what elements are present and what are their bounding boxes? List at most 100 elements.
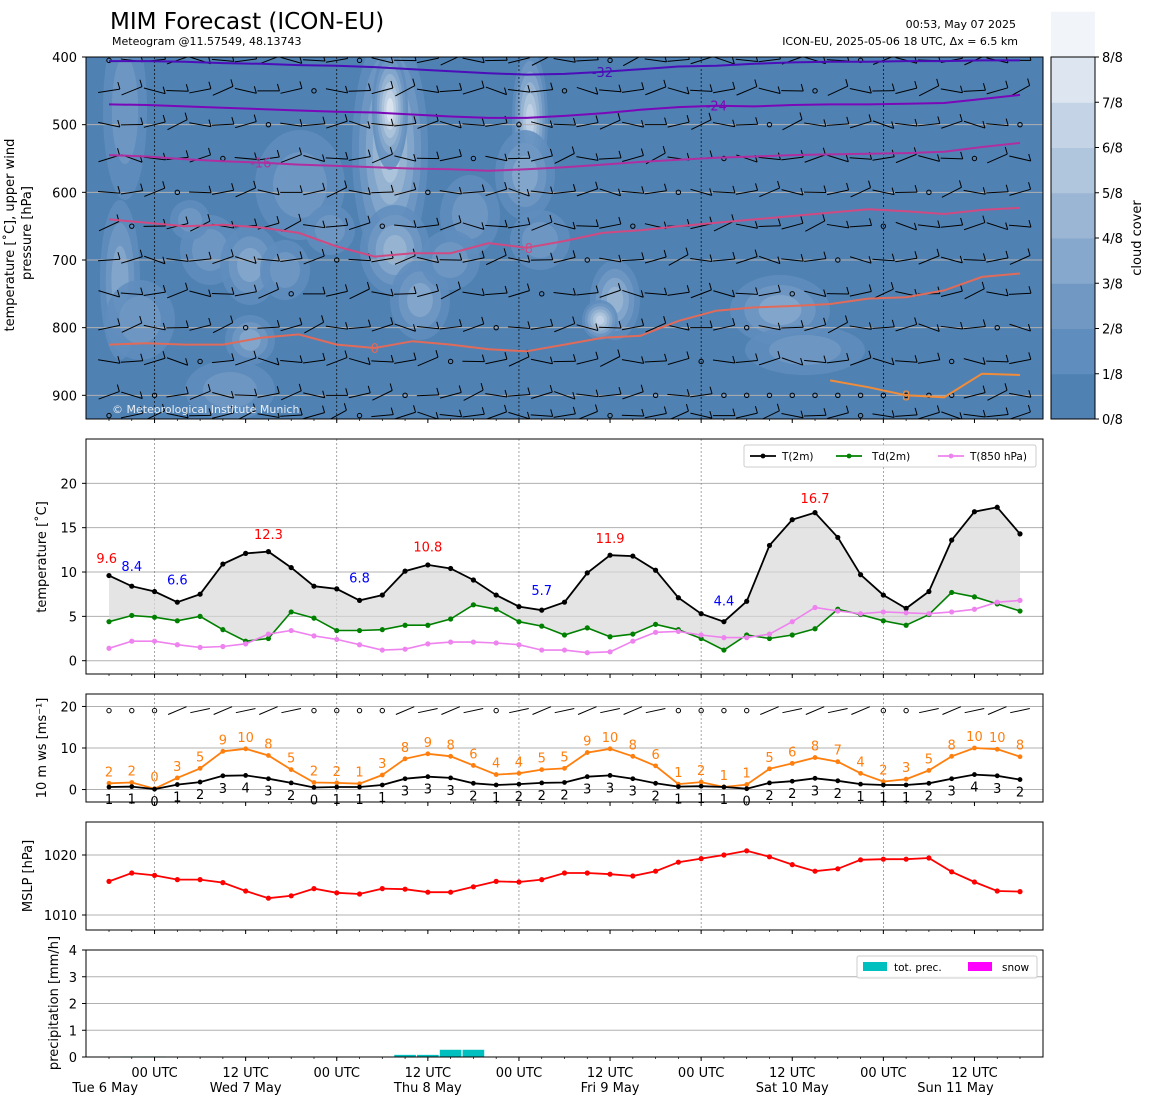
temperature-point [357,598,362,603]
wind-point [767,766,772,771]
temperature-point [607,634,612,639]
gust-value-label: 6 [469,747,477,762]
cloud-cover-field [86,20,1043,420]
mslp-point [812,869,817,874]
temperature-point [744,635,749,640]
y-tick-label: 3 [69,971,77,986]
wind-point [858,771,863,776]
temperature-point [516,619,521,624]
wind-point [448,754,453,759]
temperature-point [471,639,476,644]
temperature-point [630,631,635,636]
temperature-point [448,566,453,571]
temperature-point [220,644,225,649]
mslp-point [539,877,544,882]
wind-point [471,763,476,768]
extreme-value-label: 10.8 [413,541,442,556]
gust-value-label: 1 [674,766,682,781]
gust-value-label: 4 [492,757,500,772]
y-tick-label: 0 [69,655,77,670]
temperature-point [904,610,909,615]
precipitation-y-label: precipitation [mm/h] [47,936,62,1070]
mslp-point [266,896,271,901]
wind-point [927,781,932,786]
mean-wind-value-label: 2 [1016,786,1024,801]
temperature-point [289,565,294,570]
mean-wind-value-label: 4 [970,781,978,796]
wind-point [813,755,818,760]
mslp-point [175,877,180,882]
temperature-point [311,584,316,589]
gust-value-label: 4 [856,755,864,770]
wind-point [289,767,294,772]
wind-point [790,761,795,766]
mslp-point [334,890,339,895]
temperature-point [266,636,271,641]
wind-point [425,774,430,779]
gust-value-label: 8 [811,740,819,755]
legend-marker [761,454,766,459]
temperature-point [699,632,704,637]
temperature-point [585,570,590,575]
temperature-point [448,639,453,644]
temperature-point [198,614,203,619]
temperature-point [949,590,954,595]
temperature-point [380,647,385,652]
temperature-point [653,630,658,635]
colorbar-tick-label: 3/8 [1102,277,1123,292]
colorbar-swatch [1051,12,1095,58]
figure-title: MIM Forecast (ICON-EU) [110,9,384,35]
legend-label: Td(2m) [871,451,910,463]
y-tick-label: 0 [69,1051,77,1066]
temperature-point [904,623,909,628]
temperature-point [220,627,225,632]
wind-point [608,746,613,751]
temperature-point [881,592,886,597]
model-run-info: ICON-EU, 2025-05-06 18 UTC, Δx = 6.5 km [782,35,1018,48]
mslp-point [881,857,886,862]
mslp-point [562,870,567,875]
wind-point [312,785,317,790]
wind-point [767,780,772,785]
wind-point [243,773,248,778]
isotherm-label: -32 [592,66,613,81]
wind-point [517,782,522,787]
colorbar-label: cloud cover [1130,200,1145,276]
y-tick-label: 10 [60,742,77,757]
temperature-point [175,600,180,605]
y-tick-label: 0 [69,784,77,799]
temperature-point [744,599,749,604]
temperature-point [311,633,316,638]
wind-point [107,785,112,790]
temperature-point [607,553,612,558]
wind-point [744,782,749,787]
wind-point [175,776,180,781]
gust-value-label: 5 [765,751,773,766]
wind-point [949,776,954,781]
wind-point [539,780,544,785]
wind-point [653,781,658,786]
temperature-point [949,537,954,542]
mean-wind-value-label: 0 [310,793,318,808]
temperature-point [767,636,772,641]
temperature-point [1017,531,1022,536]
extreme-value-label: 4.4 [714,595,735,610]
cloud-patch [237,248,263,282]
gust-value-label: 2 [105,765,113,780]
wind-point [357,785,362,790]
colorbar-tick-label: 8/8 [1102,51,1123,66]
temperature-point [653,568,658,573]
mslp-point [1017,889,1022,894]
temperature-point [516,604,521,609]
temperature-point [881,618,886,623]
temperature-point [106,619,111,624]
temperature-point [243,641,248,646]
wind-point [175,782,180,787]
cloud-patch [407,283,433,317]
temperature-point [812,510,817,515]
gust-value-label: 8 [446,738,454,753]
upper-air-panel: -32-24-16-808 © Meteorological Institute… [2,12,1145,428]
mslp-point [767,854,772,859]
mslp-point [676,860,681,865]
